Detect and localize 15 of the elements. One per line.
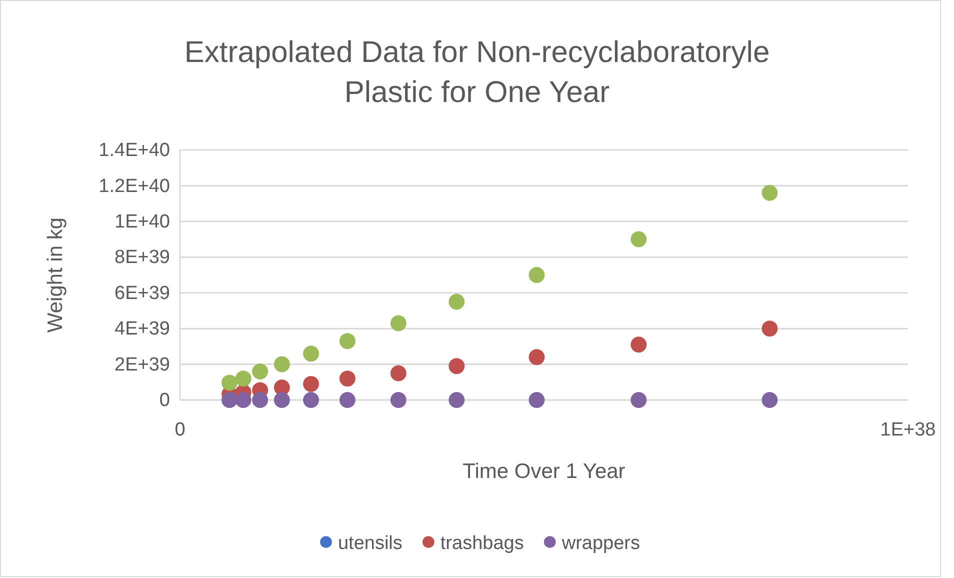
y-tick-label: 6E+39 (114, 282, 170, 304)
x-tick-label: 1E+38 (880, 419, 936, 440)
legend-label: trashbags (440, 533, 524, 554)
y-tick-label: 8E+39 (114, 247, 170, 268)
x-axis-title: Time Over 1 Year (462, 460, 626, 483)
legend-label: wrappers (560, 533, 640, 554)
y-axis-title: Weight in kg (44, 217, 67, 333)
chart-title: Extrapolated Data for Non-recyclaboratoryle Plastic for One Year (184, 36, 770, 109)
y-tick-label: 1.2E+40 (98, 176, 170, 197)
y-tick-label: 1E+40 (114, 212, 170, 233)
y-tick-label: 4E+39 (114, 318, 170, 340)
y-tick-label: 2E+39 (114, 354, 170, 376)
y-tick-label: 0 (159, 390, 170, 412)
legend-label: utensils (338, 533, 402, 554)
y-tick-label: 1.4E+40 (98, 140, 170, 162)
